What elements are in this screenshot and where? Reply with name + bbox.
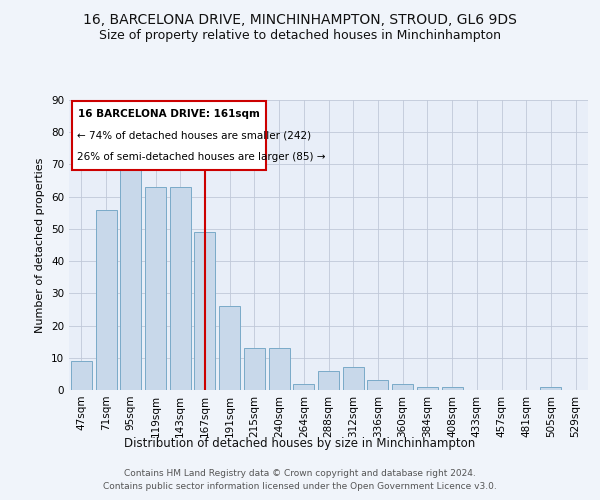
Y-axis label: Number of detached properties: Number of detached properties bbox=[35, 158, 46, 332]
Text: ← 74% of detached houses are smaller (242): ← 74% of detached houses are smaller (24… bbox=[77, 130, 311, 140]
Bar bbox=[541, 387, 562, 390]
Bar bbox=[318, 370, 339, 390]
Bar bbox=[244, 348, 265, 390]
Bar bbox=[71, 361, 92, 390]
Text: 16, BARCELONA DRIVE, MINCHINHAMPTON, STROUD, GL6 9DS: 16, BARCELONA DRIVE, MINCHINHAMPTON, STR… bbox=[83, 12, 517, 26]
Bar bbox=[269, 348, 290, 390]
Text: Size of property relative to detached houses in Minchinhampton: Size of property relative to detached ho… bbox=[99, 29, 501, 42]
Bar bbox=[120, 145, 141, 390]
Bar bbox=[392, 384, 413, 390]
Text: Contains HM Land Registry data © Crown copyright and database right 2024.: Contains HM Land Registry data © Crown c… bbox=[124, 469, 476, 478]
Text: Contains public sector information licensed under the Open Government Licence v3: Contains public sector information licen… bbox=[103, 482, 497, 491]
Text: 26% of semi-detached houses are larger (85) →: 26% of semi-detached houses are larger (… bbox=[77, 152, 325, 162]
Bar bbox=[145, 187, 166, 390]
Bar bbox=[95, 210, 116, 390]
Text: Distribution of detached houses by size in Minchinhampton: Distribution of detached houses by size … bbox=[124, 438, 476, 450]
Bar bbox=[170, 187, 191, 390]
Bar bbox=[194, 232, 215, 390]
Bar bbox=[343, 368, 364, 390]
Bar bbox=[417, 387, 438, 390]
Bar bbox=[442, 387, 463, 390]
Bar bbox=[367, 380, 388, 390]
FancyBboxPatch shape bbox=[71, 102, 266, 170]
Bar bbox=[219, 306, 240, 390]
Bar bbox=[293, 384, 314, 390]
Text: 16 BARCELONA DRIVE: 161sqm: 16 BARCELONA DRIVE: 161sqm bbox=[78, 108, 260, 118]
